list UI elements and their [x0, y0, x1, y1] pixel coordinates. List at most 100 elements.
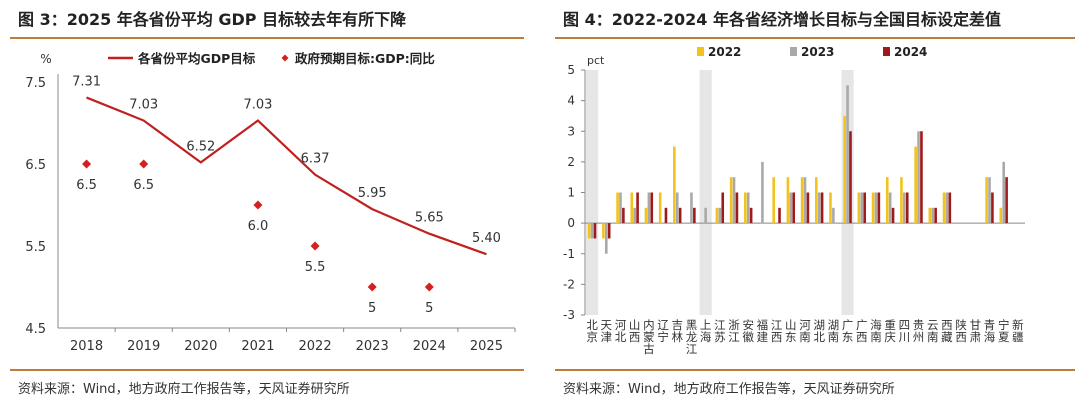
bar-2024	[905, 192, 909, 224]
data-label: 5.5	[305, 260, 326, 275]
bar-2024	[877, 192, 881, 224]
bar-2022	[829, 192, 832, 224]
x-tick-label: 林	[672, 330, 684, 344]
bar-2023	[675, 192, 679, 224]
y-tick-label: 4	[567, 94, 575, 108]
x-tick-label: 徽	[742, 330, 754, 344]
data-label: 6.0	[248, 219, 269, 234]
x-tick-label: 山	[629, 318, 641, 332]
data-label: 5	[368, 301, 376, 316]
y-tick-label: 5.5	[25, 240, 46, 255]
source-note: 资料来源：Wind，地方政府工作报告等，天风证券研究所	[563, 382, 895, 397]
x-tick-label: 陕	[955, 318, 967, 332]
bar-2024	[806, 192, 810, 224]
bar-2024	[593, 223, 597, 239]
y-tick-label: 1	[567, 186, 575, 200]
x-tick-label: 河	[615, 318, 627, 332]
bar-2022	[814, 177, 818, 224]
left-chart-panel: 图 3：2025 年各省份平均 GDP 目标较去年有所下降 % 4.5 5.5 6.5…	[0, 0, 530, 402]
x-tick-label: 河	[799, 318, 811, 332]
bar-2024	[991, 192, 994, 224]
x-tick-label: 四	[899, 318, 911, 332]
x-tick-label: 蒙	[643, 330, 655, 344]
bar-2022	[942, 192, 946, 224]
x-tick-label: 南	[799, 330, 811, 344]
highlight-column	[699, 70, 712, 315]
scatter-point-gov-gdp-target	[253, 200, 263, 210]
x-tick-label: 南	[927, 330, 939, 344]
y-unit-label: pct	[587, 54, 605, 67]
y-unit-label: %	[40, 52, 51, 66]
x-tick-label: 海	[984, 330, 996, 344]
bar-2022	[800, 177, 804, 224]
bar-2024	[948, 192, 952, 224]
title-divider	[10, 37, 524, 39]
bar-2022	[999, 207, 1003, 224]
x-tick-label: 内	[643, 318, 655, 332]
bar-2024	[650, 192, 654, 224]
source-divider	[555, 369, 1075, 371]
x-tick-label: 2020	[184, 339, 217, 354]
y-tick-label: -3	[563, 308, 575, 322]
bar-2023	[690, 192, 693, 224]
x-tick-label: 上	[700, 318, 712, 332]
x-tick-label: 东	[842, 330, 854, 344]
series-line-avg-gdp-target	[86, 96, 487, 256]
bar-2023	[846, 85, 849, 224]
legend-label: 2024	[894, 45, 927, 59]
bar-2022	[871, 192, 875, 224]
source-note: 资料来源：Wind，地方政府工作报告等，天风证券研究所	[18, 382, 350, 397]
bar-2023	[761, 161, 764, 224]
bar-2024	[664, 207, 668, 224]
bar-2024	[607, 223, 611, 239]
x-tick-label: 江	[686, 342, 698, 356]
bar-2023	[860, 192, 864, 224]
bar-2023	[874, 192, 878, 224]
bar-2022	[715, 207, 719, 224]
legend-label: 2023	[801, 45, 834, 59]
bar-2024	[749, 207, 753, 224]
x-tick-label: 江	[728, 330, 740, 344]
y-tick-label: 2	[567, 155, 575, 169]
x-tick-label: 海	[870, 318, 882, 332]
data-label: 6.52	[186, 139, 215, 154]
legend-swatch	[697, 47, 704, 56]
bar-2024	[849, 131, 852, 224]
bar-2024	[863, 192, 866, 224]
bar-2023	[633, 207, 636, 224]
x-tick-label: 湖	[813, 318, 825, 332]
y-tick-label: -2	[563, 277, 575, 291]
bar-2023	[590, 223, 594, 239]
data-label: 5.95	[358, 186, 387, 201]
x-tick-label: 安	[742, 318, 754, 332]
x-tick-label: 辽	[657, 318, 669, 332]
bar-2022	[843, 115, 846, 224]
legend-marker-swatch	[281, 54, 289, 62]
scatter-point-gov-gdp-target	[310, 241, 320, 251]
bar-2023	[832, 207, 835, 224]
x-tick-label: 苏	[714, 330, 726, 344]
x-tick-label: 福	[757, 318, 769, 332]
scatter-point-gov-gdp-target	[367, 282, 377, 292]
bar-2024	[636, 192, 639, 224]
bar-2024	[920, 131, 923, 224]
x-tick-label: 龙	[686, 330, 698, 344]
scatter-point-gov-gdp-target	[424, 282, 434, 292]
bar-2023	[931, 207, 935, 224]
highlight-column	[586, 70, 599, 315]
y-tick-label: 4.5	[25, 322, 46, 337]
x-tick-label: 肃	[970, 330, 982, 344]
bar-2022	[602, 223, 605, 239]
data-label: 5.65	[415, 211, 444, 226]
x-tick-label: 2021	[241, 339, 274, 354]
bar-2023	[945, 192, 949, 224]
x-tick-label: 2022	[299, 339, 332, 354]
bar-2023	[647, 192, 651, 224]
data-label: 5	[425, 301, 433, 316]
bar-2023	[903, 192, 906, 224]
x-tick-label: 夏	[998, 330, 1010, 344]
province-target-diff-bar-chart: pct-3-2-1012345北京天津河北山西内蒙古辽宁吉林黑龙江上海江苏浙江安…	[563, 45, 1025, 356]
title-divider	[555, 37, 1075, 39]
x-tick-label: 广	[842, 318, 854, 332]
x-tick-label: 吉	[672, 318, 684, 332]
